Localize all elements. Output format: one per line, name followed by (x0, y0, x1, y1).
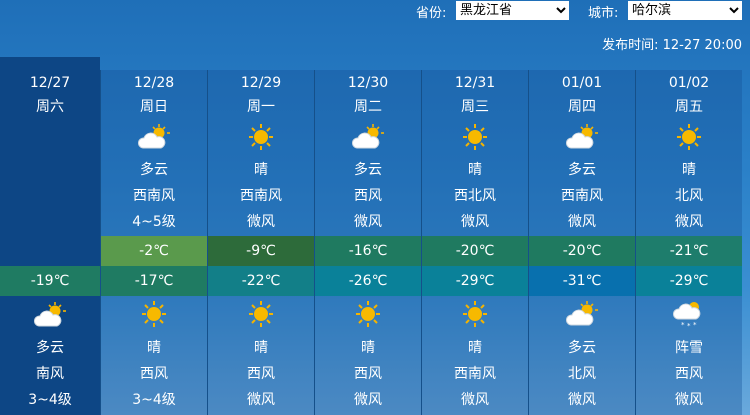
date: 12/29 (240, 75, 282, 91)
today-column: 12/27 周六 -19℃ 多云南风 3~4级 (0, 57, 100, 415)
high-temp: -2℃ (101, 236, 207, 266)
high-temp: -21℃ (636, 236, 742, 266)
day-wind-level: 微风 (461, 214, 489, 230)
day-wind: 北风 (675, 188, 703, 204)
high-temp: -9℃ (208, 236, 314, 266)
weekday: 周二 (354, 99, 382, 115)
publish-time: 发布时间: 12-27 20:00 (602, 38, 742, 53)
day-column: 12/30 周二 多云 西风 微风 -16℃ -26℃ 晴西风 微风 (314, 70, 421, 415)
day-wind-level: 微风 (675, 214, 703, 230)
sunny-icon (351, 299, 385, 329)
day-weather: 多云 (568, 162, 596, 178)
sunny-icon (244, 299, 278, 329)
night-wind-level: 3~4级 (28, 392, 72, 408)
night-wind: 西南风 (454, 366, 496, 382)
day-wind-level: 微风 (247, 214, 275, 230)
weekday: 周一 (247, 99, 275, 115)
partly-cloudy-icon (33, 300, 67, 330)
low-temp: -26℃ (315, 266, 421, 296)
sunny-icon (458, 122, 492, 152)
partly-cloudy-icon (351, 122, 385, 152)
date: 12/31 (454, 75, 496, 91)
svg-text:*: * (693, 321, 697, 329)
night-wind-level: 微风 (461, 392, 489, 408)
day-wind-level: 4~5级 (132, 214, 176, 230)
day-wind: 西南风 (133, 188, 175, 204)
city-select[interactable]: 哈尔滨 (628, 1, 742, 20)
date: 12/27 (29, 75, 71, 91)
night-wind: 西风 (675, 366, 703, 382)
low-temp: -19℃ (0, 266, 100, 296)
day-weather: 晴 (682, 162, 696, 178)
day-weather: 晴 (254, 162, 268, 178)
city-label: 城市: (588, 6, 619, 21)
weekday: 周三 (461, 99, 489, 115)
weekday: 周日 (140, 99, 168, 115)
night-wind-level: 微风 (568, 392, 596, 408)
day-column: 01/02 周五晴北风 微风 -21℃ -29℃ * * * 阵雪 西风 微风 (635, 70, 742, 415)
night-weather: 晴 (254, 340, 268, 356)
day-wind-level: 微风 (568, 214, 596, 230)
weekday: 周四 (568, 99, 596, 115)
partly-cloudy-icon (565, 299, 599, 329)
night-wind-level: 微风 (675, 392, 703, 408)
province-select[interactable]: 黑龙江省 (456, 1, 569, 20)
high-temp: -20℃ (529, 236, 635, 266)
partly-cloudy-icon (565, 122, 599, 152)
date: 12/28 (133, 75, 175, 91)
day-wind: 西北风 (454, 188, 496, 204)
date: 01/01 (561, 75, 603, 91)
sunny-icon (458, 299, 492, 329)
night-weather: 多云 (36, 340, 64, 356)
night-weather: 晴 (361, 340, 375, 356)
night-wind-level: 3~4级 (132, 392, 176, 408)
night-weather: 晴 (147, 340, 161, 356)
night-wind: 西风 (354, 366, 382, 382)
low-temp: -29℃ (636, 266, 742, 296)
night-wind: 西风 (247, 366, 275, 382)
low-temp: -29℃ (422, 266, 528, 296)
day-column: 12/31 周三晴西北风 微风 -20℃ -29℃ 晴西南风 微风 (421, 70, 528, 415)
day-wind: 西南风 (561, 188, 603, 204)
weekday: 周五 (675, 99, 703, 115)
low-temp: -17℃ (101, 266, 207, 296)
night-wind: 南风 (36, 366, 64, 382)
sunny-icon (672, 122, 706, 152)
province-label: 省份: (416, 6, 447, 21)
night-wind-level: 微风 (354, 392, 382, 408)
weekday: 周六 (36, 99, 64, 115)
sunny-icon (244, 122, 278, 152)
night-wind: 西风 (140, 366, 168, 382)
day-wind: 西南风 (240, 188, 282, 204)
svg-text:*: * (687, 322, 691, 329)
high-temp: -20℃ (422, 236, 528, 266)
day-column: 12/29 周一晴西南风 微风 -9℃ -22℃ 晴西风 微风 (207, 70, 314, 415)
header: 省份: 黑龙江省 城市: 哈尔滨 (0, 0, 750, 22)
night-wind-level: 微风 (247, 392, 275, 408)
day-wind-level: 微风 (354, 214, 382, 230)
night-wind: 北风 (568, 366, 596, 382)
low-temp: -22℃ (208, 266, 314, 296)
night-weather: 阵雪 (675, 340, 703, 356)
low-temp: -31℃ (529, 266, 635, 296)
day-column: 12/28 周日多云西南风 4~5级 -2℃ -17℃ 晴西风 3~4级 (100, 70, 207, 415)
day-weather: 晴 (468, 162, 482, 178)
date: 12/30 (347, 75, 389, 91)
svg-text:*: * (681, 321, 685, 329)
snow-shower-icon: * * * (672, 299, 706, 330)
day-column: 01/01 周四 多云 西南风 微风 -20℃ -31℃ 多云 北风 微风 (528, 70, 635, 415)
high-temp: -16℃ (315, 236, 421, 266)
night-weather: 晴 (468, 340, 482, 356)
night-weather: 多云 (568, 340, 596, 356)
day-weather: 多云 (140, 162, 168, 178)
sunny-icon (137, 299, 171, 329)
day-wind: 西风 (354, 188, 382, 204)
date: 01/02 (668, 75, 710, 91)
day-weather: 多云 (354, 162, 382, 178)
partly-cloudy-icon (137, 122, 171, 152)
